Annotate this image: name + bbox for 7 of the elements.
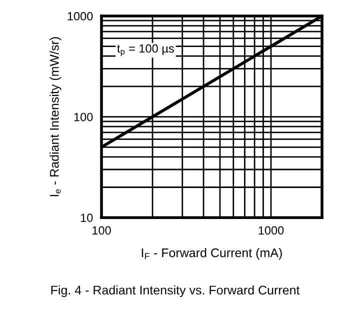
- y-axis-title: I$_{e}$ - Radiant Intensity (mW/sr): [50, 37, 62, 196]
- y-tick-label: 10: [80, 214, 93, 222]
- annotation: t$_{p}$ = 100 µs: [117, 44, 174, 56]
- y-tick-label: 1000: [68, 12, 93, 20]
- caption: Fig. 4 - Radiant Intensity vs. Forward Current: [51, 285, 300, 298]
- x-axis-title: I$_{F}$ - Forward Current (mA): [142, 248, 282, 260]
- y-tick-label: 100: [74, 112, 93, 122]
